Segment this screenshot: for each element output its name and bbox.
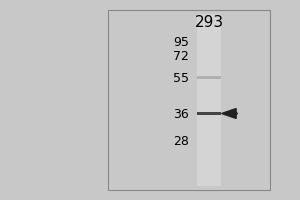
- Bar: [197, 76, 221, 79]
- Text: 28: 28: [173, 135, 189, 148]
- FancyArrow shape: [222, 109, 238, 118]
- Text: 36: 36: [173, 108, 189, 121]
- Text: 95: 95: [173, 36, 189, 49]
- Text: 72: 72: [173, 50, 189, 63]
- Bar: [197, 14, 221, 186]
- Text: 293: 293: [195, 15, 224, 30]
- Text: 55: 55: [173, 72, 189, 85]
- Bar: [197, 112, 221, 115]
